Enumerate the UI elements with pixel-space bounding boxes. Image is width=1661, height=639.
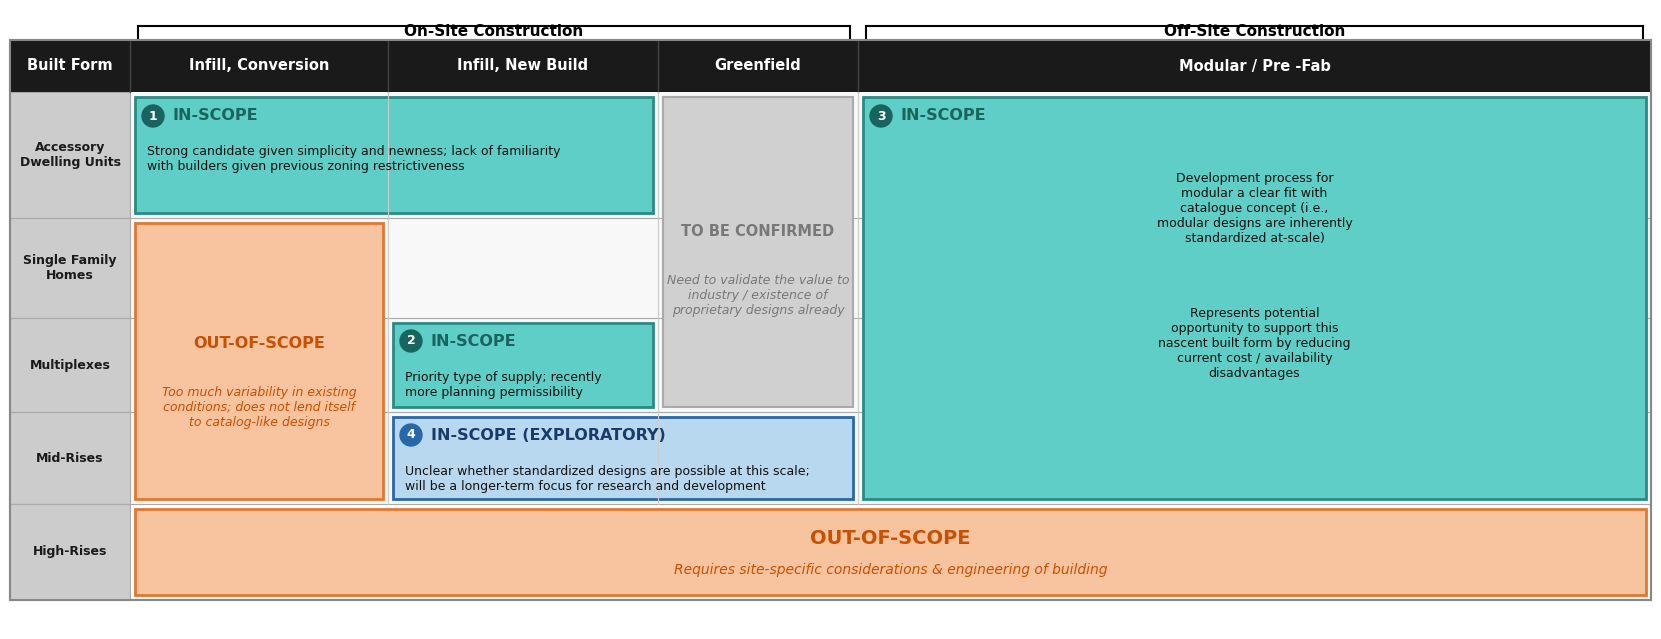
Bar <box>10 40 1651 600</box>
Text: Requires site-specific considerations & engineering of building: Requires site-specific considerations & … <box>674 563 1108 577</box>
Text: Strong candidate given simplicity and newness; lack of familiarity
with builders: Strong candidate given simplicity and ne… <box>148 145 560 173</box>
Text: 2: 2 <box>407 334 415 348</box>
Text: On-Site Construction: On-Site Construction <box>404 24 583 38</box>
Bar <box>135 97 653 213</box>
Text: Need to validate the value to
industry / existence of
proprietary designs alread: Need to validate the value to industry /… <box>666 274 849 317</box>
Circle shape <box>141 105 164 127</box>
Bar <box>135 223 384 499</box>
Bar <box>130 318 1651 412</box>
Circle shape <box>400 330 422 352</box>
Text: IN-SCOPE: IN-SCOPE <box>900 107 987 123</box>
Text: Too much variability in existing
conditions; does not lend itself
to catalog-lik: Too much variability in existing conditi… <box>161 386 357 429</box>
Text: Mid-Rises: Mid-Rises <box>37 452 103 465</box>
Text: 3: 3 <box>877 109 885 123</box>
Bar <box>10 40 1651 92</box>
Text: Accessory
Dwelling Units: Accessory Dwelling Units <box>20 141 121 169</box>
Bar <box>394 417 854 499</box>
Text: OUT-OF-SCOPE: OUT-OF-SCOPE <box>811 528 970 548</box>
Circle shape <box>870 105 892 127</box>
Bar <box>135 509 1646 595</box>
Bar <box>663 97 854 407</box>
Text: 4: 4 <box>407 429 415 442</box>
Text: IN-SCOPE (EXPLORATORY): IN-SCOPE (EXPLORATORY) <box>430 427 666 442</box>
Bar <box>394 323 653 407</box>
Text: Multiplexes: Multiplexes <box>30 358 110 371</box>
Bar <box>10 504 130 600</box>
Text: Off-Site Construction: Off-Site Construction <box>1164 24 1345 38</box>
Text: Modular / Pre -Fab: Modular / Pre -Fab <box>1179 59 1330 73</box>
Text: 1: 1 <box>148 109 158 123</box>
Bar <box>864 97 1646 499</box>
Text: Greenfield: Greenfield <box>714 59 801 73</box>
Text: Development process for
modular a clear fit with
catalogue concept (i.e.,
modula: Development process for modular a clear … <box>1156 172 1352 245</box>
Circle shape <box>400 424 422 446</box>
Text: IN-SCOPE: IN-SCOPE <box>430 334 517 348</box>
Text: TO BE CONFIRMED: TO BE CONFIRMED <box>681 224 834 240</box>
Bar <box>10 412 130 504</box>
Text: High-Rises: High-Rises <box>33 546 108 558</box>
Text: Represents potential
opportunity to support this
nascent built form by reducing
: Represents potential opportunity to supp… <box>1158 307 1350 380</box>
Bar <box>10 40 1651 600</box>
Bar <box>10 92 130 218</box>
Bar <box>130 412 1651 504</box>
Bar <box>10 318 130 412</box>
Text: OUT-OF-SCOPE: OUT-OF-SCOPE <box>193 335 326 351</box>
Text: Priority type of supply; recently
more planning permissibility: Priority type of supply; recently more p… <box>405 371 601 399</box>
Text: Unclear whether standardized designs are possible at this scale;
will be a longe: Unclear whether standardized designs are… <box>405 465 811 493</box>
Bar <box>130 218 1651 318</box>
Bar <box>10 218 130 318</box>
Text: Single Family
Homes: Single Family Homes <box>23 254 116 282</box>
Text: IN-SCOPE: IN-SCOPE <box>173 107 259 123</box>
Bar <box>130 92 1651 218</box>
Text: Infill, Conversion: Infill, Conversion <box>189 59 329 73</box>
Text: Infill, New Build: Infill, New Build <box>457 59 588 73</box>
Text: Built Form: Built Form <box>27 59 113 73</box>
